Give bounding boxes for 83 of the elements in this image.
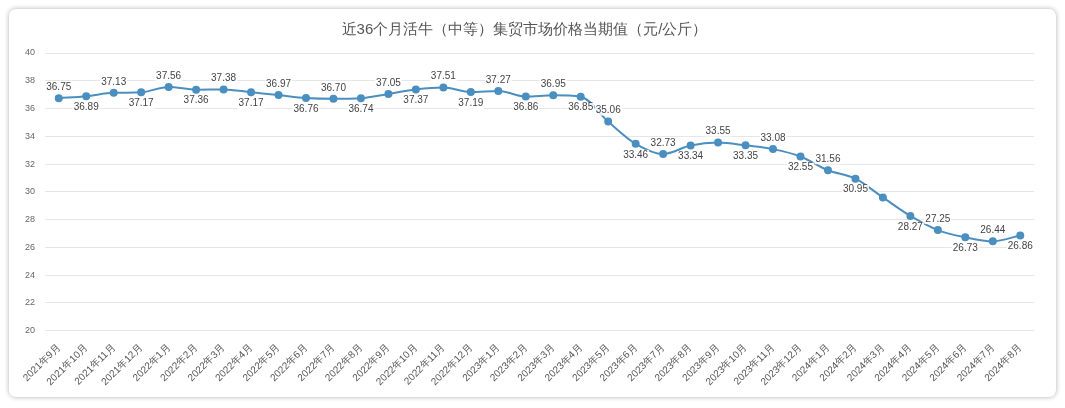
point — [604, 117, 613, 126]
point — [549, 91, 558, 100]
point — [1016, 231, 1025, 240]
point — [714, 138, 723, 147]
data-label: 36.95 — [540, 78, 567, 90]
data-label: 37.17 — [238, 97, 264, 109]
point — [933, 226, 942, 235]
data-label: 33.34 — [678, 150, 704, 162]
data-label: 36.70 — [320, 81, 347, 93]
point — [329, 94, 338, 103]
point — [439, 83, 448, 92]
data-label: 33.55 — [705, 125, 732, 137]
point — [356, 94, 365, 103]
data-label: 37.51 — [430, 70, 457, 82]
data-label: 36.97 — [266, 77, 292, 89]
chart-title: 近36个月活牛（中等）集贸市场价格当期值（元/公斤） — [341, 20, 708, 38]
y-tick-label: 28 — [25, 214, 36, 225]
data-label: 27.25 — [925, 212, 951, 224]
data-label: 37.27 — [485, 73, 512, 85]
data-label: 32.73 — [650, 136, 677, 148]
point — [906, 211, 915, 220]
point — [274, 91, 283, 100]
data-label: 33.46 — [623, 148, 649, 160]
y-tick-label: 26 — [25, 241, 36, 252]
point — [164, 82, 173, 91]
data-label: 37.17 — [128, 97, 155, 109]
point — [769, 145, 778, 154]
y-tick-label: 34 — [25, 130, 36, 141]
point — [741, 141, 750, 150]
data-label: 26.86 — [1007, 240, 1034, 252]
point — [521, 92, 530, 101]
data-label: 37.38 — [211, 72, 237, 84]
data-label: 33.35 — [733, 150, 759, 162]
point — [466, 88, 475, 97]
point — [988, 237, 997, 246]
data-label: 37.37 — [403, 94, 429, 106]
point — [82, 92, 91, 101]
point — [192, 85, 201, 94]
data-label: 36.75 — [46, 80, 72, 92]
point — [878, 193, 887, 202]
point — [823, 166, 832, 175]
point — [54, 94, 63, 103]
point — [494, 86, 503, 95]
data-label: 36.85 — [568, 101, 594, 113]
point — [659, 149, 668, 158]
point — [137, 88, 146, 97]
data-label: 30.95 — [842, 183, 869, 195]
data-label: 35.06 — [595, 104, 622, 116]
y-tick-label: 20 — [25, 325, 36, 336]
y-tick-label: 30 — [25, 186, 36, 197]
y-tick-label: 36 — [25, 103, 36, 114]
data-label: 28.27 — [897, 220, 924, 232]
y-tick-label: 40 — [25, 47, 36, 58]
point — [411, 85, 420, 94]
y-tick-label: 24 — [25, 269, 36, 280]
data-label: 37.19 — [458, 96, 484, 108]
data-label: 37.13 — [101, 75, 127, 87]
point — [109, 88, 118, 97]
point — [219, 85, 228, 94]
point — [576, 92, 585, 101]
point — [961, 233, 970, 242]
point — [851, 174, 860, 183]
data-label: 36.86 — [513, 101, 539, 113]
data-label: 36.76 — [293, 102, 319, 114]
data-label: 36.74 — [348, 103, 374, 115]
point — [301, 94, 310, 102]
data-label: 36.89 — [73, 100, 100, 112]
y-tick-label: 38 — [25, 75, 36, 86]
point — [631, 139, 640, 148]
data-label: 33.08 — [760, 131, 786, 143]
data-label: 26.44 — [980, 224, 1006, 236]
data-label: 37.56 — [156, 69, 182, 81]
y-tick-label: 22 — [25, 297, 36, 308]
data-label: 37.36 — [183, 94, 210, 106]
y-tick-label: 32 — [25, 158, 36, 169]
point — [686, 141, 695, 150]
data-label: 26.73 — [952, 242, 979, 254]
data-label: 31.56 — [815, 152, 841, 164]
point — [247, 88, 256, 97]
data-label: 37.05 — [375, 76, 402, 88]
point — [384, 89, 393, 98]
point — [796, 152, 805, 161]
data-label: 32.55 — [787, 161, 814, 173]
